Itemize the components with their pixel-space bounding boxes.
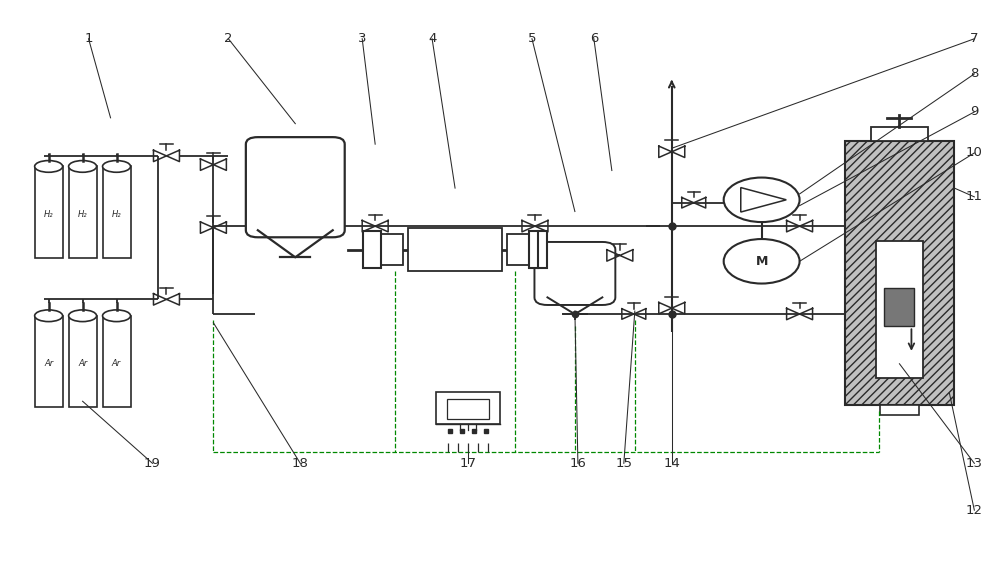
Text: 4: 4 xyxy=(428,32,436,45)
Bar xyxy=(447,399,489,419)
Text: 6: 6 xyxy=(590,32,598,45)
Text: 11: 11 xyxy=(966,190,983,203)
Text: 3: 3 xyxy=(358,32,366,45)
Text: 9: 9 xyxy=(970,106,979,119)
Bar xyxy=(103,316,131,407)
Ellipse shape xyxy=(35,161,63,172)
Bar xyxy=(35,167,63,258)
Ellipse shape xyxy=(69,310,97,322)
Circle shape xyxy=(724,239,800,284)
Ellipse shape xyxy=(69,161,97,172)
Text: 19: 19 xyxy=(144,457,161,470)
Bar xyxy=(507,234,529,265)
Text: H₂: H₂ xyxy=(78,210,87,219)
Text: 17: 17 xyxy=(460,457,477,470)
Bar xyxy=(69,316,97,407)
Bar xyxy=(876,241,923,379)
Text: 14: 14 xyxy=(663,457,680,470)
Text: Ar: Ar xyxy=(44,359,53,368)
Text: Ar: Ar xyxy=(78,359,87,368)
FancyBboxPatch shape xyxy=(246,137,345,237)
FancyBboxPatch shape xyxy=(534,242,615,305)
Text: M: M xyxy=(755,255,768,268)
Polygon shape xyxy=(741,188,786,212)
Bar xyxy=(880,405,919,416)
Text: 7: 7 xyxy=(970,32,979,45)
Text: 2: 2 xyxy=(224,32,233,45)
Bar xyxy=(408,228,502,271)
Text: 16: 16 xyxy=(569,457,586,470)
Text: 15: 15 xyxy=(615,457,632,470)
Bar xyxy=(381,234,403,265)
Bar xyxy=(529,231,547,268)
Text: Ar: Ar xyxy=(112,359,121,368)
Text: 12: 12 xyxy=(966,504,983,517)
Text: 5: 5 xyxy=(528,32,536,45)
Text: 13: 13 xyxy=(966,457,983,470)
Bar xyxy=(363,231,381,268)
Bar xyxy=(871,127,928,141)
Text: 1: 1 xyxy=(84,32,93,45)
Ellipse shape xyxy=(103,310,131,322)
Text: H₂: H₂ xyxy=(112,210,121,219)
Bar xyxy=(436,392,500,424)
Bar xyxy=(69,167,97,258)
Ellipse shape xyxy=(103,161,131,172)
Text: 10: 10 xyxy=(966,146,983,160)
Bar xyxy=(35,316,63,407)
Text: 18: 18 xyxy=(292,457,309,470)
Bar xyxy=(845,141,954,405)
Text: 8: 8 xyxy=(970,68,979,80)
Bar xyxy=(884,288,914,326)
Text: H₂: H₂ xyxy=(44,210,53,219)
Circle shape xyxy=(724,177,800,222)
Ellipse shape xyxy=(35,310,63,322)
Bar xyxy=(103,167,131,258)
